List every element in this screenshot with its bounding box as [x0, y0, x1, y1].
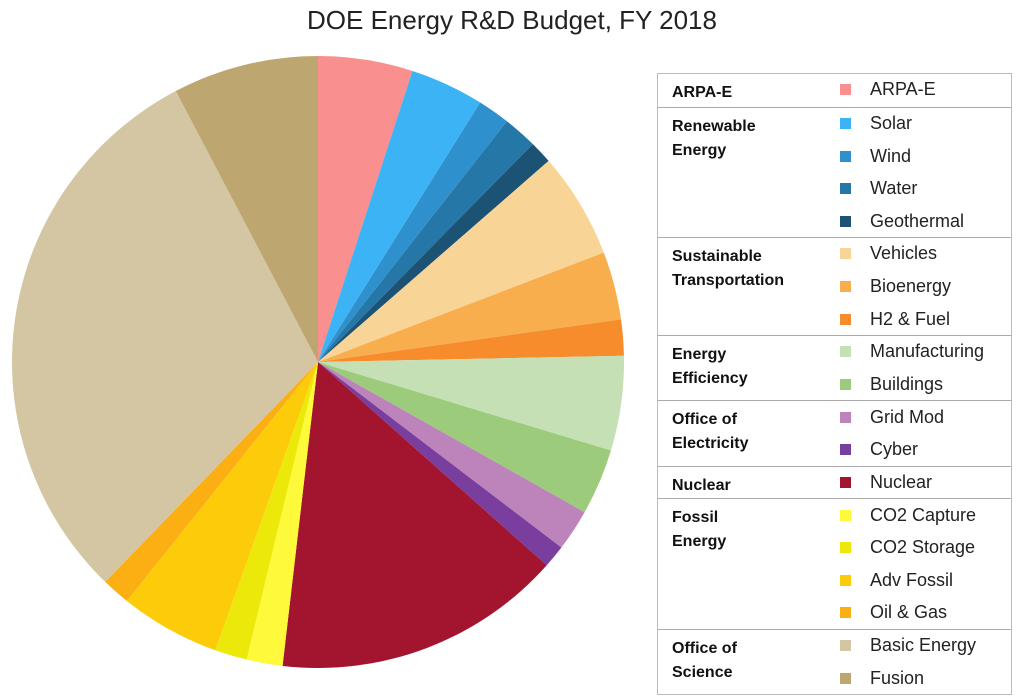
legend-swatch	[840, 378, 851, 390]
legend-label: Cyber	[870, 439, 919, 460]
pie-slice	[318, 144, 549, 362]
pie-slice	[175, 56, 318, 362]
legend-swatch	[840, 672, 851, 684]
legend-swatch	[840, 84, 851, 96]
legend-label: CO2 Capture	[870, 504, 977, 525]
pie-slice	[318, 56, 413, 362]
legend-group: Energy Efficiency Manufacturing Buildings	[658, 335, 1011, 400]
pie-slice	[318, 362, 611, 513]
pie-slice	[318, 70, 481, 362]
legend-label: Bioenergy	[870, 276, 952, 297]
legend-swatch	[840, 150, 851, 162]
legend-swatch	[840, 640, 851, 652]
pie-slice	[318, 355, 624, 451]
legend-label: Vehicles	[870, 243, 938, 264]
pie-slice	[318, 121, 533, 363]
legend-group-label: Office of Science	[672, 639, 737, 681]
legend-label: Buildings	[870, 373, 944, 394]
legend-group-label: Office of Electricity	[672, 411, 749, 453]
pie-slice	[318, 362, 562, 566]
pie-slice	[282, 362, 547, 669]
legend-group-label: Renewable Energy	[672, 117, 756, 159]
legend-label: Grid Mod	[870, 406, 945, 427]
legend-swatch	[840, 509, 851, 521]
pie-slice	[318, 319, 624, 362]
legend-label: H2 & Fuel	[870, 308, 951, 329]
legend-label: Basic Energy	[870, 635, 977, 656]
legend-label: Fusion	[870, 667, 925, 688]
pie-slice	[318, 252, 622, 362]
pie-slice	[318, 362, 585, 548]
pie-slice	[318, 102, 507, 363]
legend-label: Nuclear	[870, 471, 933, 492]
legend-group-label: Nuclear	[672, 476, 731, 494]
legend-group-label: Sustainable Transportation	[672, 248, 785, 290]
legend-group-label: Energy Efficiency	[672, 346, 748, 388]
legend-swatch	[840, 248, 851, 260]
legend-swatch	[840, 117, 851, 129]
legend-swatch	[840, 281, 851, 293]
legend-swatch	[840, 542, 851, 554]
pie-slice	[318, 160, 604, 362]
legend-label: Solar	[870, 112, 913, 133]
legend-group: Renewable Energy Solar Wind Water Geothermal	[658, 106, 1011, 238]
legend-swatch	[840, 411, 851, 423]
legend-group: Nuclear Nuclear	[658, 465, 1011, 499]
legend-group: Office of Science Basic Energy Fusion	[658, 628, 1011, 694]
legend-label: ARPA-E	[870, 79, 936, 100]
legend-swatch	[840, 574, 851, 586]
legend-group: Fossil Energy CO2 Capture CO2 Storage Adv F…	[658, 498, 1011, 629]
legend-label: CO2 Storage	[870, 537, 976, 558]
legend-swatch	[840, 346, 851, 358]
legend-swatch	[840, 183, 851, 195]
legend-group-label: ARPA-E	[672, 84, 733, 101]
legend-label: Adv Fossil	[870, 569, 954, 590]
pie-slice	[246, 362, 318, 666]
legend-group-label: Fossil Energy	[672, 509, 727, 551]
legend-group: Office of Electricity Grid Mod Cyber	[658, 400, 1011, 465]
legend-label: Manufacturing	[870, 341, 985, 362]
legend-group: Sustainable Transportation Vehicles Bioene…	[658, 237, 1011, 335]
legend-label: Wind	[870, 145, 912, 166]
pie-slice	[215, 362, 318, 660]
legend-swatch	[840, 313, 851, 325]
pie-slice	[126, 362, 318, 651]
chart-title: DOE Energy R&D Budget, FY 2018	[307, 5, 717, 35]
legend-label: Geothermal	[870, 210, 965, 231]
legend-swatch	[840, 444, 851, 456]
pie-slice	[105, 362, 318, 601]
legend-swatch	[840, 476, 851, 488]
legend: ARPA-E ARPA-E Renewable Energy Solar Wind Wat…	[657, 73, 1012, 695]
pie-slice	[11, 91, 319, 582]
legend-swatch	[840, 607, 851, 619]
legend-label: Water	[870, 178, 918, 199]
legend-label: Oil & Gas	[870, 602, 948, 623]
legend-group: ARPA-E ARPA-E	[658, 74, 1011, 107]
legend-swatch	[840, 215, 851, 227]
